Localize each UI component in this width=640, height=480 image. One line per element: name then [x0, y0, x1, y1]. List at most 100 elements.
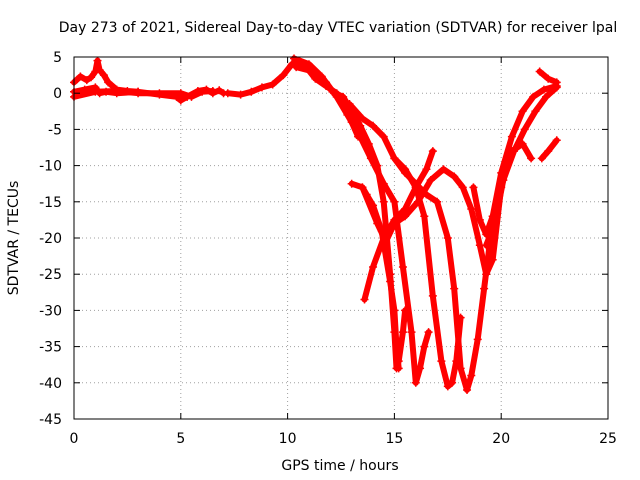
y-tick-label: 5 [53, 50, 62, 66]
data-point-marker [443, 382, 452, 391]
data-point-marker [290, 54, 299, 63]
data-point-marker [398, 328, 407, 337]
data-point-marker [401, 168, 410, 177]
data-point-marker [223, 89, 232, 98]
data-point-marker [268, 80, 277, 89]
data-point-marker [390, 154, 399, 163]
data-point-marker [433, 197, 442, 206]
data-point-marker [456, 364, 465, 373]
data-point-marker [369, 262, 378, 271]
data-point-marker [537, 154, 546, 163]
data-point-marker [356, 121, 365, 130]
data-point-marker [552, 136, 561, 145]
y-tick-label: 0 [53, 86, 62, 102]
data-point-marker [450, 172, 459, 181]
data-point-marker [91, 87, 100, 96]
data-point-marker [279, 71, 288, 80]
y-tick-label: -30 [39, 303, 62, 319]
data-point-marker [292, 63, 301, 72]
data-point-marker [520, 125, 529, 134]
y-tick-label: -35 [39, 340, 62, 356]
data-point-marker [82, 76, 91, 85]
data-point-marker [507, 132, 516, 141]
data-point-marker [448, 378, 457, 387]
data-point-marker [304, 60, 313, 69]
data-point-marker [529, 92, 538, 101]
series-layer [70, 54, 561, 395]
data-point-marker [527, 154, 536, 163]
x-tick-label: 0 [70, 431, 79, 447]
data-point-marker [544, 147, 553, 156]
data-point-marker [407, 328, 416, 337]
data-point-marker [379, 197, 388, 206]
data-point-marker [535, 67, 544, 76]
data-point-marker [531, 107, 540, 116]
y-axis-label: SDTVAR / TECUs [6, 181, 22, 296]
data-point-marker [411, 378, 420, 387]
data-point-marker [463, 386, 472, 395]
data-point-marker [91, 67, 100, 76]
data-point-marker [473, 335, 482, 344]
x-tick-label: 10 [279, 431, 297, 447]
y-tick-label: -20 [39, 231, 62, 247]
data-point-marker [443, 234, 452, 242]
data-point-marker [358, 114, 367, 123]
data-point-marker [198, 87, 207, 96]
series-pass-h [470, 83, 560, 238]
data-point-marker [437, 357, 446, 366]
series-pass-d [391, 155, 498, 393]
series-pass-k [538, 137, 560, 162]
data-point-marker [309, 67, 318, 76]
grid-layer [74, 57, 608, 419]
data-point-marker [356, 132, 365, 141]
data-point-marker [552, 78, 561, 87]
data-point-marker [287, 60, 296, 69]
data-point-marker [450, 284, 459, 293]
data-point-marker [379, 234, 388, 242]
data-point-marker [257, 83, 266, 92]
data-point-marker [392, 342, 401, 351]
data-point-marker [398, 262, 407, 271]
y-tick-label: -45 [39, 412, 62, 428]
data-point-marker [373, 219, 382, 228]
y-tick-label: -10 [39, 159, 62, 175]
data-point-marker [458, 183, 467, 192]
y-tick-label: -25 [39, 267, 62, 283]
data-point-marker [416, 364, 425, 373]
data-point-marker [379, 132, 388, 141]
x-tick-label: 5 [176, 431, 185, 447]
data-point-marker [176, 96, 185, 105]
data-point-marker [187, 92, 196, 101]
data-point-marker [360, 295, 369, 304]
data-point-marker [95, 66, 104, 75]
data-point-marker [488, 255, 497, 264]
data-point-marker [401, 205, 410, 214]
chart-title: Day 273 of 2021, Sidereal Day-to-day VTE… [59, 20, 617, 36]
y-tick-label: -40 [39, 376, 62, 392]
series-pass-i [483, 84, 560, 249]
data-point-marker [469, 183, 478, 192]
data-point-marker [482, 270, 491, 279]
data-point-marker [439, 165, 448, 174]
data-point-marker [322, 78, 331, 87]
data-point-marker [343, 110, 352, 119]
data-point-marker [542, 92, 551, 101]
data-point-marker [236, 90, 245, 99]
data-point-marker [482, 241, 491, 250]
series-pass-g [361, 148, 436, 303]
data-point-marker [76, 72, 85, 81]
data-point-marker [93, 56, 102, 65]
data-point-marker [467, 371, 476, 380]
data-point-marker [176, 89, 185, 98]
data-point-marker [112, 87, 121, 96]
y-tick-label: -5 [48, 122, 62, 138]
data-point-marker [345, 100, 354, 109]
data-point-marker [155, 89, 164, 98]
x-tick-label: 20 [492, 431, 510, 447]
data-point-marker [475, 215, 484, 224]
tick-layer: 0 5 10 15 20 25 5 0 -5 -10 -15 -20 -25 -30 -35 -40 -45 [39, 50, 617, 447]
data-point-marker [499, 176, 508, 185]
data-point-marker [247, 87, 256, 96]
data-point-marker [490, 219, 499, 228]
